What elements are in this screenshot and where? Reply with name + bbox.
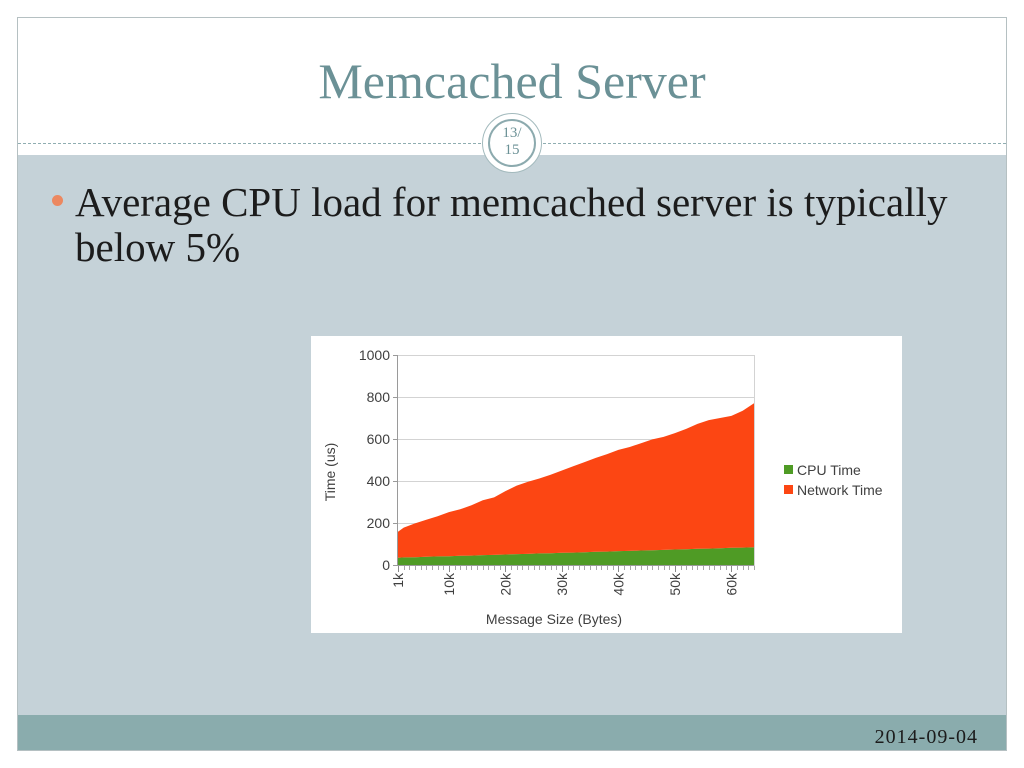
axes	[397, 355, 755, 566]
x-tick-label: 10k	[441, 572, 457, 596]
y-tick-label: 400	[367, 473, 391, 489]
x-tick-label: 1k	[390, 572, 406, 588]
y-axis-title: Time (us)	[322, 443, 338, 502]
x-axis-title: Message Size (Bytes)	[486, 611, 622, 627]
y-tick-label: 600	[367, 431, 391, 447]
legend-label-cpu-time: CPU Time	[797, 462, 861, 478]
y-tick-label: 800	[367, 389, 391, 405]
x-tick-label: 30k	[554, 572, 570, 596]
area-cpu-time	[398, 547, 754, 565]
x-tick-label: 60k	[723, 572, 739, 596]
chart: 0 200 400 600 800 1000 1k 10k 20k 30k 40k 50k 60k Ti…	[311, 336, 902, 633]
slide-number-ring: 13/ 15	[488, 119, 536, 167]
x-tick-label: 50k	[667, 572, 683, 596]
area-network-time	[398, 403, 754, 558]
legend: CPU Time Network Time	[784, 462, 883, 498]
series-areas	[398, 403, 754, 565]
x-tick-label: 40k	[610, 572, 626, 596]
tick-labels: 0 200 400 600 800 1000 1k 10k 20k 30k 40k 50k 60k	[359, 347, 740, 596]
y-tick-label: 0	[382, 557, 390, 573]
y-tick-label: 1000	[359, 347, 390, 363]
footer-band	[18, 715, 1006, 750]
slide-title: Memcached Server	[318, 53, 706, 109]
legend-swatch-cpu-time	[784, 465, 793, 474]
bullet-icon	[52, 195, 63, 206]
footer-date: 2014-09-04	[874, 726, 978, 748]
y-tick-label: 200	[367, 515, 391, 531]
tick-marks	[393, 355, 755, 572]
x-tick-label: 20k	[497, 572, 513, 596]
area-chart: 0 200 400 600 800 1000 1k 10k 20k 30k 40k 50k 60k Ti…	[311, 336, 902, 633]
slide-total: 15	[504, 141, 520, 158]
slide-number-badge: 13/ 15	[482, 113, 542, 173]
legend-label-network-time: Network Time	[797, 482, 883, 498]
legend-swatch-network-time	[784, 485, 793, 494]
slide-number: 13/	[502, 124, 522, 141]
bullet-text: Average CPU load for memcached server is…	[75, 179, 948, 270]
